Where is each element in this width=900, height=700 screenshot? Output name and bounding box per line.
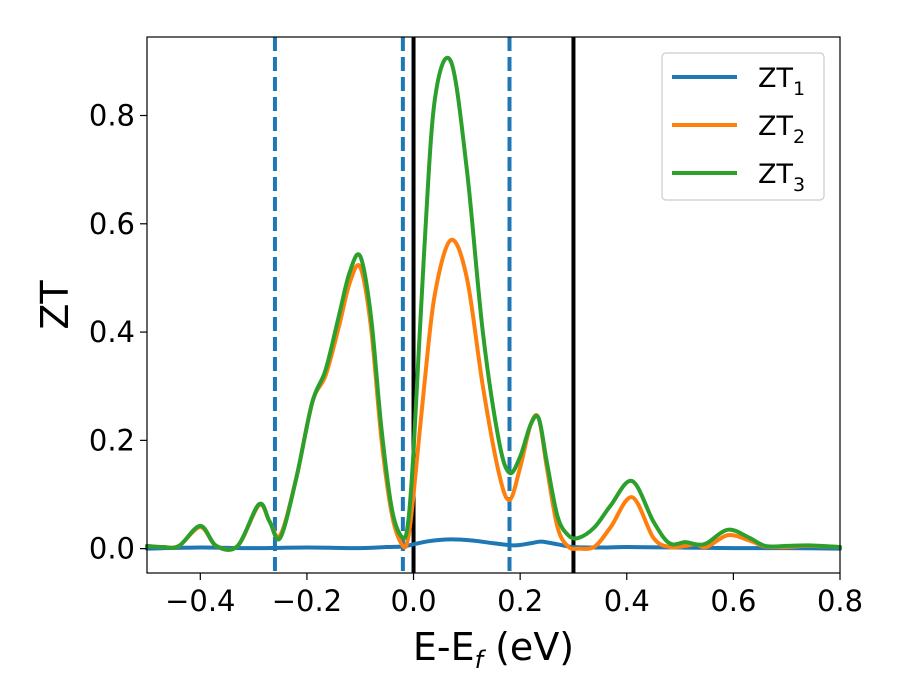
series-line-zt2 — [145, 237, 842, 552]
y-axis-ticks: 0.0 0.2 0.4 0.6 0.8 — [89, 99, 147, 566]
x-tick-label: −0.2 — [272, 584, 342, 618]
y-tick-label: 0.0 — [89, 532, 135, 566]
x-axis-title: E-Ef (eV) — [413, 625, 574, 674]
x-axis-title-unit: (eV) — [483, 625, 574, 669]
series-line-zt1 — [145, 537, 842, 551]
y-tick-label: 0.6 — [89, 207, 135, 241]
y-tick-label: 0.4 — [89, 315, 135, 349]
reference-lines — [272, 37, 576, 573]
legend-label-zt3: ZT3 — [758, 159, 805, 196]
x-tick-label: −0.4 — [165, 584, 235, 618]
x-tick-label: 0.4 — [604, 584, 650, 618]
x-axis-title-main: E-E — [413, 625, 475, 669]
series-lines — [145, 55, 842, 552]
y-axis-title: ZT — [33, 280, 77, 330]
plot-frame — [146, 36, 841, 574]
legend-label-zt1: ZT1 — [758, 63, 805, 100]
y-tick-label: 0.8 — [89, 99, 135, 133]
x-tick-label: 0.2 — [497, 584, 543, 618]
y-tick-label: 0.2 — [89, 423, 135, 457]
x-tick-label: 0.8 — [817, 584, 863, 618]
legend-box — [661, 52, 825, 201]
x-tick-label: 0.0 — [390, 584, 436, 618]
x-axis-ticks: −0.4 −0.2 0.0 0.2 0.4 0.6 0.8 — [165, 573, 863, 618]
legend: ZT1 ZT2 ZT3 — [661, 52, 825, 201]
series-line-zt3 — [145, 55, 842, 552]
legend-label-zt2: ZT2 — [758, 111, 805, 148]
x-tick-label: 0.6 — [710, 584, 756, 618]
legend-items: ZT1 ZT2 ZT3 — [672, 63, 805, 196]
